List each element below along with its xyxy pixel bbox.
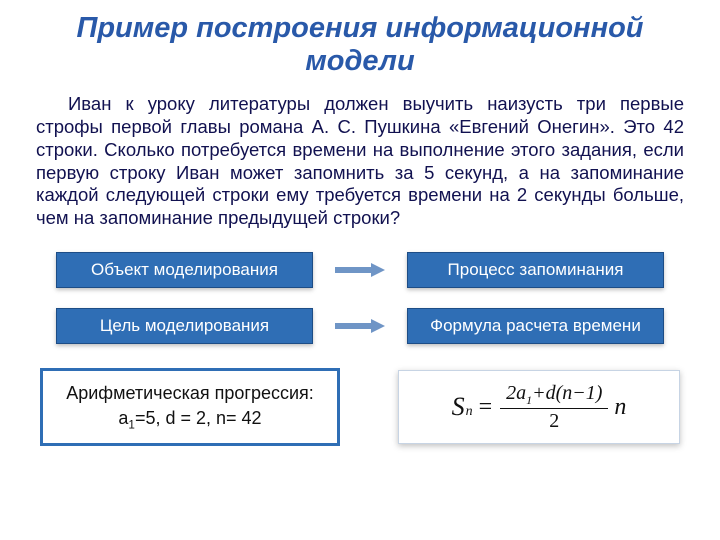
- mapping-row-2: Цель моделирования Формула расчета време…: [56, 308, 664, 344]
- arrow-icon: [330, 262, 390, 278]
- mapping-row-1: Объект моделирования Процесс запоминания: [56, 252, 664, 288]
- progression-values: a1=5, d = 2, n= 42: [118, 406, 261, 434]
- problem-paragraph: Иван к уроку литературы должен выучить н…: [36, 93, 684, 231]
- mapping-rows: Объект моделирования Процесс запоминания…: [36, 252, 684, 344]
- formula-box: Sn = 2a1+d(n−1) 2 n: [398, 370, 680, 444]
- object-value-box: Процесс запоминания: [407, 252, 664, 288]
- progression-title: Арифметическая прогрессия:: [66, 381, 314, 406]
- goal-value-box: Формула расчета времени: [407, 308, 664, 344]
- formula: Sn = 2a1+d(n−1) 2 n: [452, 382, 627, 432]
- goal-label-box: Цель моделирования: [56, 308, 313, 344]
- slide: Пример построения информационной модели …: [0, 0, 720, 540]
- slide-title: Пример построения информационной модели: [36, 12, 684, 79]
- object-label-box: Объект моделирования: [56, 252, 313, 288]
- bottom-row: Арифметическая прогрессия: a1=5, d = 2, …: [36, 368, 684, 446]
- progression-box: Арифметическая прогрессия: a1=5, d = 2, …: [40, 368, 340, 446]
- arrow-icon: [330, 318, 390, 334]
